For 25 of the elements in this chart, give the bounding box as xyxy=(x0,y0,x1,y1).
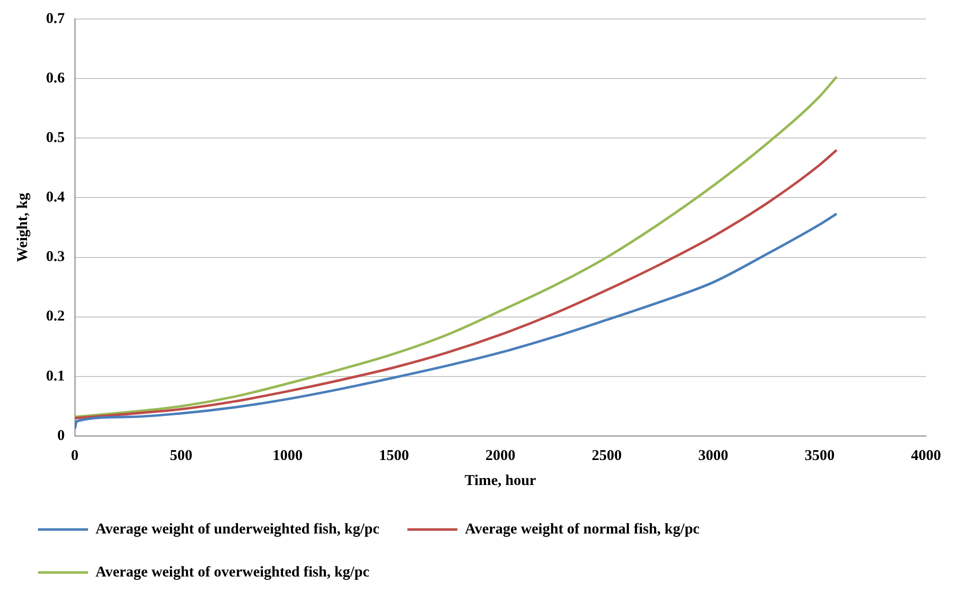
y-tick-label: 0.3 xyxy=(46,249,65,266)
legend-label: Average weight of overweighted fish, kg/pc xyxy=(96,564,370,580)
x-tick-label: 2000 xyxy=(485,448,516,464)
y-tick-label: 0.2 xyxy=(46,308,65,325)
y-tick-label: 0.5 xyxy=(46,130,65,146)
legend-label: Average weight of underweighted fish, kg/pc xyxy=(96,521,380,538)
x-axis-title: Time, hour xyxy=(464,472,536,489)
y-tick-label: 0.4 xyxy=(46,190,66,206)
x-tick-label: 1500 xyxy=(378,448,409,464)
x-tick-label: 0 xyxy=(71,448,78,464)
legend-label: Average weight of normal fish, kg/pc xyxy=(464,521,700,538)
y-tick-label: 0.7 xyxy=(46,10,66,27)
line-series xyxy=(74,76,838,418)
x-tick-label: 1000 xyxy=(272,448,303,464)
y-tick-label: 0 xyxy=(57,428,65,444)
y-axis-title: Weight, kg xyxy=(14,192,31,262)
x-tick-label: 3000 xyxy=(698,448,728,464)
x-tick-label: 3500 xyxy=(804,448,835,464)
x-tick-label: 500 xyxy=(170,448,192,464)
line-series xyxy=(74,212,838,430)
y-tick-label: 0.6 xyxy=(46,70,66,86)
y-tick-label: 0.1 xyxy=(46,368,65,384)
x-tick-label: 4000 xyxy=(911,448,941,464)
x-tick-label: 2500 xyxy=(592,448,622,464)
line-series xyxy=(74,148,838,420)
